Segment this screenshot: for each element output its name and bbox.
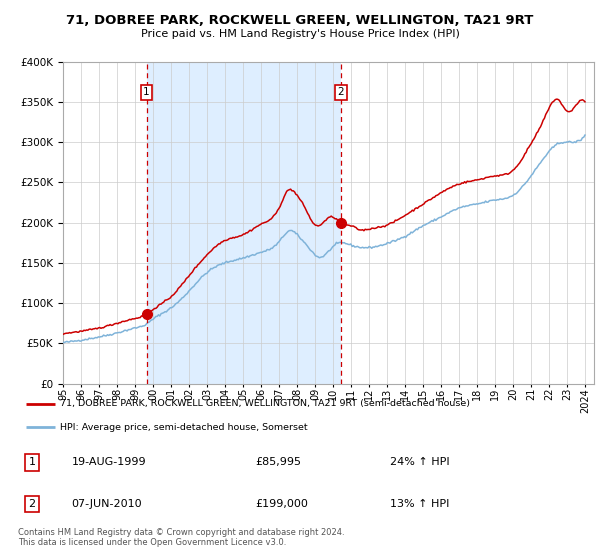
Text: HPI: Average price, semi-detached house, Somerset: HPI: Average price, semi-detached house,…: [60, 423, 308, 432]
Text: 71, DOBREE PARK, ROCKWELL GREEN, WELLINGTON, TA21 9RT (semi-detached house): 71, DOBREE PARK, ROCKWELL GREEN, WELLING…: [60, 399, 470, 408]
Text: £199,000: £199,000: [255, 499, 308, 509]
Text: 1: 1: [143, 87, 150, 97]
Text: 2: 2: [29, 499, 35, 509]
Text: 2: 2: [338, 87, 344, 97]
Text: 13% ↑ HPI: 13% ↑ HPI: [390, 499, 449, 509]
Text: 19-AUG-1999: 19-AUG-1999: [71, 458, 146, 468]
Text: 07-JUN-2010: 07-JUN-2010: [71, 499, 142, 509]
Text: 24% ↑ HPI: 24% ↑ HPI: [390, 458, 450, 468]
Text: Contains HM Land Registry data © Crown copyright and database right 2024.
This d: Contains HM Land Registry data © Crown c…: [18, 528, 344, 547]
Bar: [146, 62, 341, 384]
Text: Price paid vs. HM Land Registry's House Price Index (HPI): Price paid vs. HM Land Registry's House …: [140, 29, 460, 39]
Text: 71, DOBREE PARK, ROCKWELL GREEN, WELLINGTON, TA21 9RT: 71, DOBREE PARK, ROCKWELL GREEN, WELLING…: [67, 14, 533, 27]
Text: £85,995: £85,995: [255, 458, 301, 468]
Text: 1: 1: [29, 458, 35, 468]
